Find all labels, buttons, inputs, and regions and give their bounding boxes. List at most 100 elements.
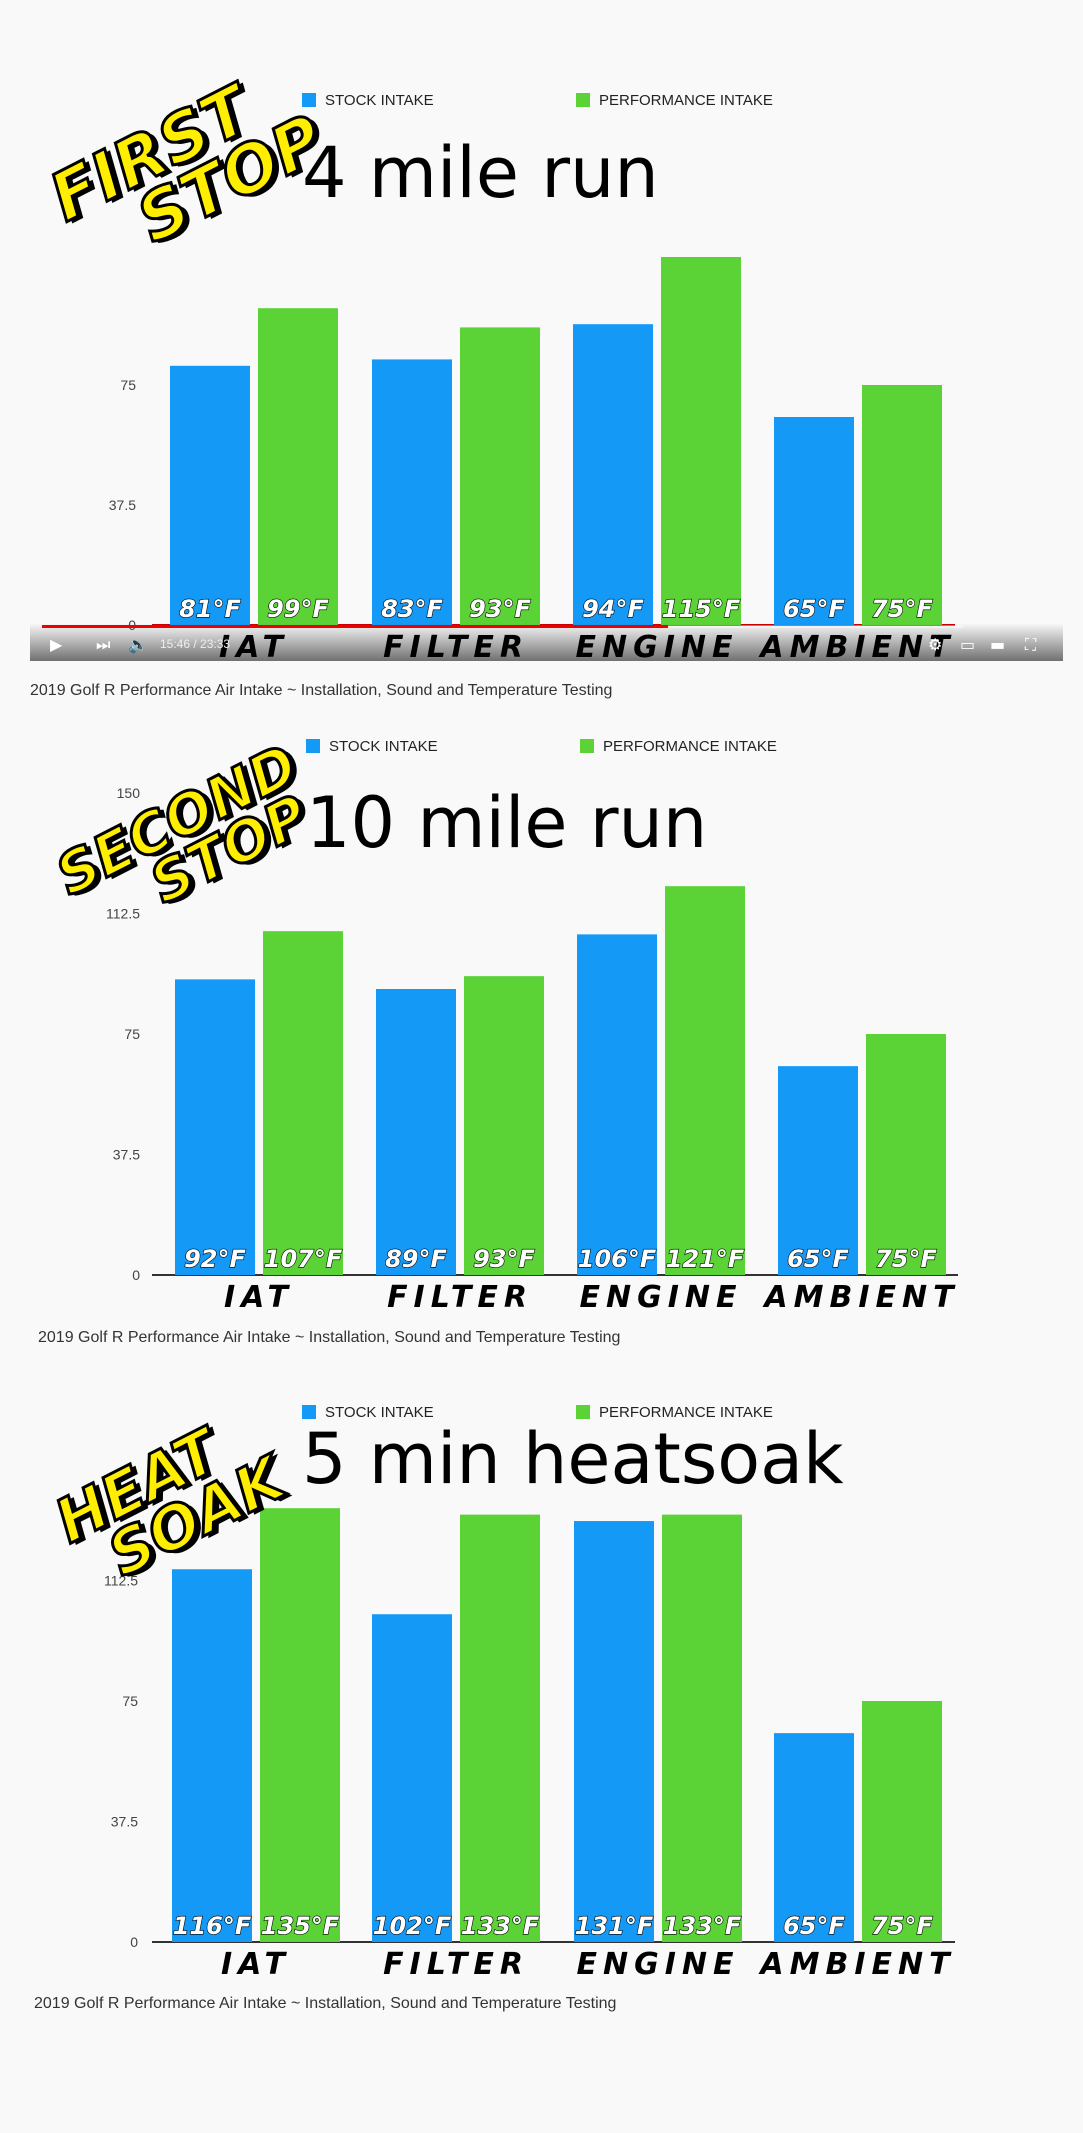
- progress-bar[interactable]: [42, 625, 963, 628]
- bar-value-label: 116°F: [173, 1912, 252, 1940]
- bar-value-label: 102°F: [373, 1912, 452, 1940]
- bar-stock: [175, 979, 255, 1275]
- legend-performance: PERFORMANCE INTAKE: [576, 92, 773, 109]
- bar-performance: [661, 257, 741, 625]
- y-tick-label: 0: [130, 1934, 138, 1950]
- bar-value-label: 94°F: [582, 595, 644, 623]
- chart-title: 5 min heatsoak: [302, 1418, 844, 1500]
- category-label: FILTER: [383, 1947, 529, 1982]
- bar-performance: [258, 308, 338, 625]
- bar-value-label: 81°F: [179, 595, 241, 623]
- legend-stock: STOCK INTAKE: [302, 92, 434, 109]
- chart-panel-3: 112.5 75 37.5 0 116°F 135°F IAT 102°F 133°F FILTE…: [0, 0, 1083, 2012]
- bar-value-label: 99°F: [267, 595, 329, 623]
- legend-swatch-stock: [302, 93, 316, 107]
- bar-performance: [662, 1514, 742, 1942]
- bar-stock: [372, 359, 452, 625]
- bar-value-label: 75°F: [871, 1912, 933, 1940]
- play-icon[interactable]: ▶: [50, 635, 63, 654]
- category-label: ENGINE: [580, 1280, 743, 1315]
- theater-icon[interactable]: ▬: [990, 635, 1006, 654]
- time-display: 15:46 / 23:33: [160, 637, 231, 651]
- bar-value-label: 89°F: [385, 1245, 447, 1273]
- y-tick-label: 112.5: [104, 1573, 138, 1589]
- y-tick-label: 37.5: [113, 1147, 140, 1163]
- volume-icon[interactable]: 🔈: [128, 635, 148, 654]
- bar-performance: [665, 886, 745, 1275]
- legend-performance: PERFORMANCE INTAKE: [580, 738, 777, 755]
- bar-value-label: 133°F: [663, 1912, 742, 1940]
- y-tick-label: 37.5: [111, 1814, 138, 1830]
- category-label: IAT: [221, 1947, 291, 1982]
- y-tick-label: 112.5: [106, 906, 140, 922]
- category-label: ENGINE: [577, 1947, 740, 1982]
- legend-swatch-performance: [576, 1405, 590, 1419]
- legend-swatch-performance: [576, 93, 590, 107]
- bar-stock: [574, 1521, 654, 1942]
- y-tick-label: 0: [132, 1267, 140, 1283]
- bar-stock: [778, 1066, 858, 1275]
- legend-swatch-stock: [302, 1405, 316, 1419]
- miniplayer-icon[interactable]: ▭: [960, 635, 976, 654]
- bar-performance: [464, 976, 544, 1275]
- bar-stock: [170, 365, 250, 625]
- y-tick-label: 150: [117, 785, 141, 801]
- bar-chart-2: 150 112.5 75 37.5 0 92°F 107°F IAT 89°F 93°F FILTE…: [106, 785, 959, 1315]
- y-tick-label: 75: [122, 1693, 138, 1709]
- category-label: AMBIENT: [758, 1947, 955, 1982]
- bar-performance: [862, 1701, 942, 1942]
- chart-panel-2: 150 112.5 75 37.5 0 92°F 107°F IAT 89°F 93°F FILTE…: [0, 0, 1083, 1346]
- bar-stock: [774, 417, 854, 625]
- bar-value-label: 83°F: [381, 595, 443, 623]
- bar-value-label: 65°F: [783, 595, 845, 623]
- y-tick-label: 75: [124, 1026, 140, 1042]
- bar-value-label: 75°F: [871, 595, 933, 623]
- video-caption[interactable]: 2019 Golf R Performance Air Intake ~ Ins…: [34, 1995, 617, 2012]
- bar-value-label: 131°F: [575, 1912, 654, 1940]
- bar-stock: [172, 1569, 252, 1942]
- bar-performance: [260, 1508, 340, 1942]
- chart-title: 10 mile run: [306, 782, 708, 864]
- bar-performance: [460, 1514, 540, 1942]
- bar-stock: [573, 324, 653, 625]
- bar-stock: [376, 989, 456, 1275]
- bar-value-label: 65°F: [787, 1245, 849, 1273]
- legend-swatch-performance: [580, 739, 594, 753]
- bar-value-label: 93°F: [473, 1245, 535, 1273]
- progress-fill: [42, 625, 669, 628]
- category-label: AMBIENT: [762, 1280, 959, 1315]
- bar-value-label: 92°F: [184, 1245, 246, 1273]
- bar-stock: [372, 1614, 452, 1942]
- chart-panel-1: 7537.5081°F99°FIAT83°F93°FFILTER94°F115°…: [0, 0, 1083, 699]
- bar-stock: [577, 934, 657, 1275]
- bar-value-label: 107°F: [264, 1245, 343, 1273]
- legend-performance: PERFORMANCE INTAKE: [576, 1404, 773, 1421]
- bar-value-label: 115°F: [662, 595, 741, 623]
- category-label: IAT: [224, 1280, 294, 1315]
- bar-performance: [866, 1034, 946, 1275]
- bar-performance: [263, 931, 343, 1275]
- video-caption[interactable]: 2019 Golf R Performance Air Intake ~ Ins…: [38, 1329, 621, 1346]
- chart-title: 4 mile run: [302, 132, 659, 214]
- legend-stock: STOCK INTAKE: [302, 1404, 434, 1421]
- legend-stock: STOCK INTAKE: [306, 738, 438, 755]
- bar-stock: [774, 1733, 854, 1942]
- bar-value-label: 135°F: [261, 1912, 340, 1940]
- video-player-bar[interactable]: ▶ ⏭ 🔈 15:46 / 23:33 ⚙ ▭ ▬ ⛶: [30, 623, 1063, 661]
- next-icon[interactable]: ⏭: [96, 635, 111, 654]
- bar-value-label: 106°F: [578, 1245, 657, 1273]
- fullscreen-icon[interactable]: ⛶: [1025, 635, 1037, 654]
- video-caption[interactable]: 2019 Golf R Performance Air Intake ~ Ins…: [30, 682, 613, 699]
- category-label: FILTER: [387, 1280, 533, 1315]
- settings-icon[interactable]: ⚙: [928, 635, 943, 654]
- y-tick-label: 37.5: [109, 497, 136, 513]
- bar-performance: [460, 327, 540, 625]
- bar-value-label: 75°F: [875, 1245, 937, 1273]
- bar-value-label: 93°F: [469, 595, 531, 623]
- bar-performance: [862, 385, 942, 625]
- legend-swatch-stock: [306, 739, 320, 753]
- bar-value-label: 121°F: [666, 1245, 745, 1273]
- bar-value-label: 133°F: [461, 1912, 540, 1940]
- bar-value-label: 65°F: [783, 1912, 845, 1940]
